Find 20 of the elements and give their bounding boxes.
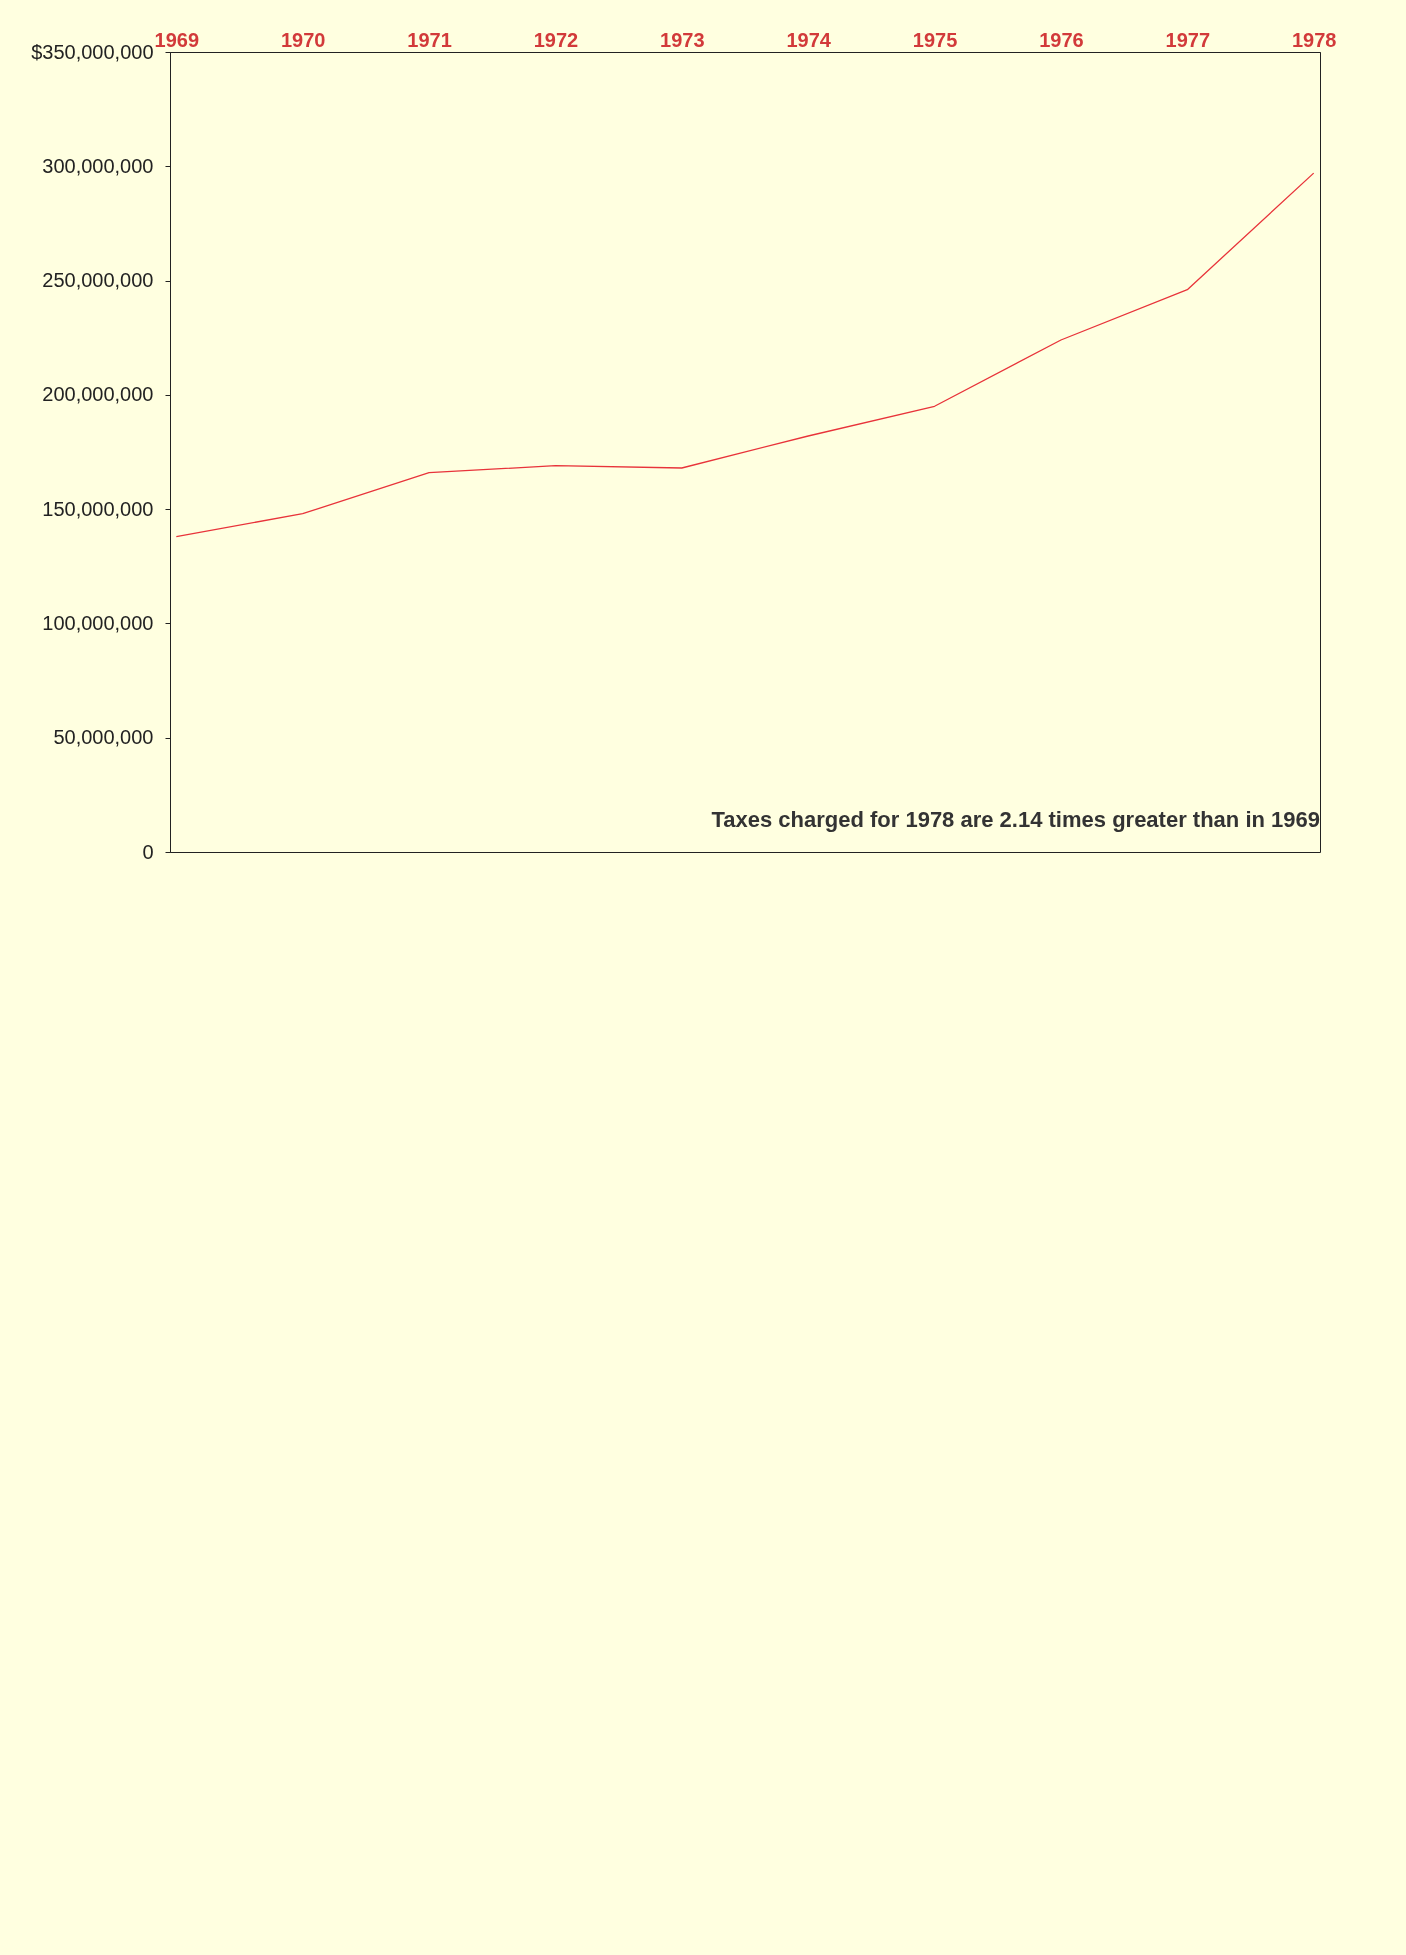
x-tick-label: 1974 <box>786 28 832 51</box>
y-tick-label: 100,000,000 <box>42 611 154 634</box>
x-tick-label: 1972 <box>533 28 579 51</box>
y-tick-label: 150,000,000 <box>42 497 154 520</box>
y-tick-label: 0 <box>142 840 154 863</box>
x-tick-label: 1971 <box>407 28 452 51</box>
y-tick-label: 200,000,000 <box>42 383 154 406</box>
x-tick-label: 1969 <box>154 28 200 51</box>
x-tick-label: 1970 <box>280 28 326 51</box>
annotation: Taxes charged for 1978 are 2.14 times greater than in 1969 <box>711 807 1320 832</box>
x-tick-label: 1977 <box>1165 28 1211 51</box>
y-tick-label: 50,000,000 <box>53 726 154 749</box>
x-tick-label: 1975 <box>912 28 958 51</box>
y-tick-label: $350,000,000 <box>31 40 154 63</box>
y-tick-label: 250,000,000 <box>42 269 154 292</box>
x-tick-label: 1976 <box>1039 28 1084 51</box>
y-tick-label: 300,000,000 <box>42 154 154 177</box>
line-series <box>175 172 1315 538</box>
x-tick-label: 1973 <box>660 28 705 51</box>
x-tick-label: 1978 <box>1291 28 1337 51</box>
